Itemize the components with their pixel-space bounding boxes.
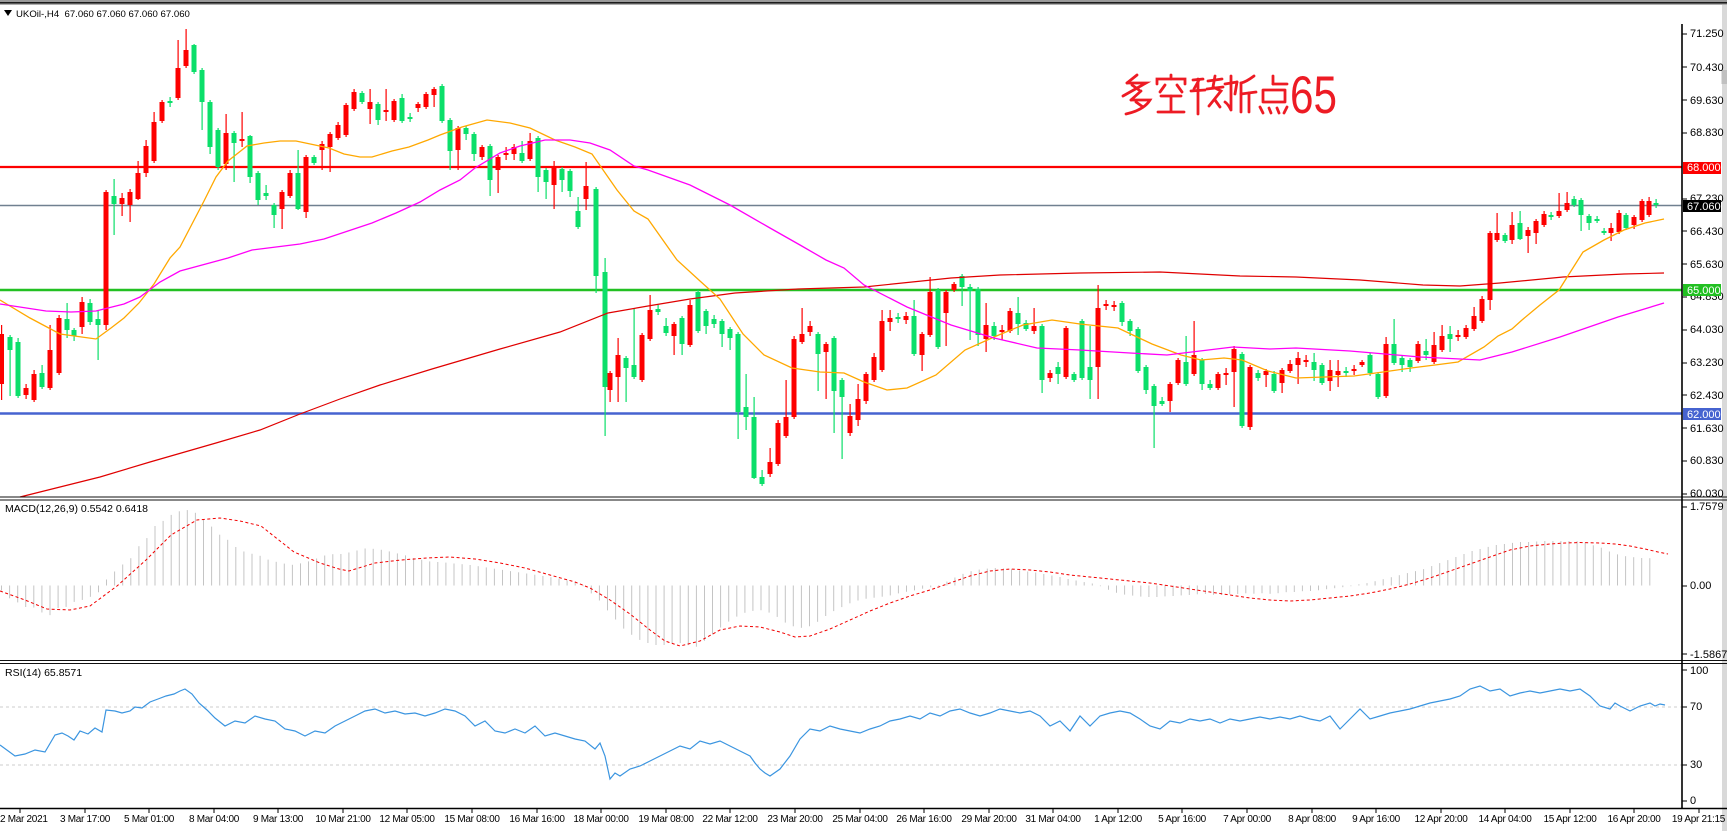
svg-text:RSI(14) 65.8571: RSI(14) 65.8571 [5,667,82,679]
svg-text:29 Mar 20:00: 29 Mar 20:00 [961,814,1017,825]
svg-text:65.630: 65.630 [1690,259,1724,271]
svg-text:70.430: 70.430 [1690,62,1724,74]
svg-text:62.430: 62.430 [1690,390,1724,402]
svg-text:66.430: 66.430 [1690,226,1724,238]
svg-text:1 Apr 12:00: 1 Apr 12:00 [1094,814,1143,825]
svg-text:MACD(12,26,9) 0.5542 0.6418: MACD(12,26,9) 0.5542 0.6418 [5,503,148,515]
svg-text:5 Apr 16:00: 5 Apr 16:00 [1158,814,1207,825]
svg-text:30: 30 [1690,759,1702,771]
svg-text:9 Mar 13:00: 9 Mar 13:00 [253,814,304,825]
svg-text:71.250: 71.250 [1690,28,1724,40]
svg-text:22 Mar 12:00: 22 Mar 12:00 [702,814,758,825]
svg-text:1.7579: 1.7579 [1690,501,1724,513]
svg-text:26 Mar 16:00: 26 Mar 16:00 [896,814,952,825]
svg-text:63.230: 63.230 [1690,357,1724,369]
svg-text:UKOil-,H4 67.060 67.060 67.06: UKOil-,H4 67.060 67.060 67.060 67.060 [16,9,190,20]
svg-text:60.030: 60.030 [1690,488,1724,500]
svg-text:15 Apr 12:00: 15 Apr 12:00 [1543,814,1597,825]
svg-text:62.000: 62.000 [1687,409,1721,421]
svg-text:2 Mar 2021: 2 Mar 2021 [0,814,48,825]
svg-text:0: 0 [1690,795,1696,807]
svg-text:14 Apr 04:00: 14 Apr 04:00 [1478,814,1532,825]
svg-text:18 Mar 00:00: 18 Mar 00:00 [573,814,629,825]
svg-text:-1.5867: -1.5867 [1690,649,1727,661]
svg-text:60.830: 60.830 [1690,455,1724,467]
svg-text:12 Mar 05:00: 12 Mar 05:00 [379,814,435,825]
svg-text:31 Mar 04:00: 31 Mar 04:00 [1025,814,1081,825]
svg-text:69.630: 69.630 [1690,95,1724,107]
svg-text:64.030: 64.030 [1690,324,1724,336]
svg-text:68.830: 68.830 [1690,127,1724,139]
svg-text:67.060: 67.060 [1687,201,1721,213]
svg-text:8 Mar 04:00: 8 Mar 04:00 [189,814,240,825]
svg-text:9 Apr 16:00: 9 Apr 16:00 [1352,814,1401,825]
svg-text:5 Mar 01:00: 5 Mar 01:00 [124,814,175,825]
svg-text:15 Mar 08:00: 15 Mar 08:00 [444,814,500,825]
svg-text:7 Apr 00:00: 7 Apr 00:00 [1223,814,1272,825]
svg-text:61.630: 61.630 [1690,423,1724,435]
svg-text:19 Apr 21:15: 19 Apr 21:15 [1672,814,1726,825]
svg-text:16 Apr 20:00: 16 Apr 20:00 [1607,814,1661,825]
svg-text:10 Mar 21:00: 10 Mar 21:00 [315,814,371,825]
svg-text:23 Mar 20:00: 23 Mar 20:00 [767,814,823,825]
svg-text:0.00: 0.00 [1690,580,1711,592]
svg-text:19 Mar 08:00: 19 Mar 08:00 [638,814,694,825]
svg-text:70: 70 [1690,701,1702,713]
svg-text:100: 100 [1690,665,1708,677]
svg-text:65.000: 65.000 [1687,285,1721,297]
svg-text:68.000: 68.000 [1687,162,1721,174]
svg-text:25 Mar 04:00: 25 Mar 04:00 [832,814,888,825]
svg-text:8 Apr 08:00: 8 Apr 08:00 [1288,814,1337,825]
svg-text:65: 65 [1290,66,1337,125]
svg-text:12 Apr 20:00: 12 Apr 20:00 [1414,814,1468,825]
svg-text:16 Mar 16:00: 16 Mar 16:00 [509,814,565,825]
svg-text:3 Mar 17:00: 3 Mar 17:00 [60,814,111,825]
